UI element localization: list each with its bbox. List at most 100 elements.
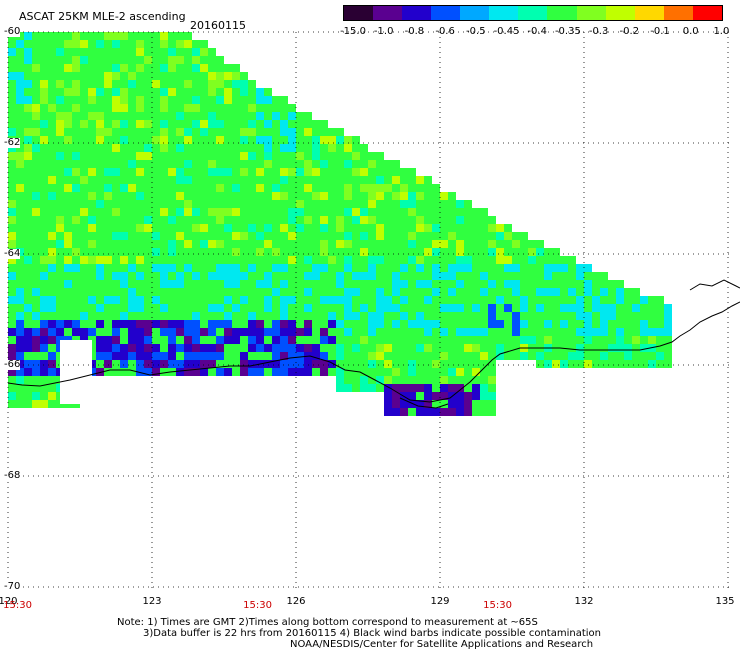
data-cell [128,216,136,224]
data-cell [416,232,424,240]
data-cell [368,272,376,280]
data-cell [184,312,192,320]
data-cell [328,232,336,240]
data-cell [160,112,168,120]
data-cell [160,128,168,136]
data-cell [240,296,248,304]
data-cell [504,288,512,296]
data-cell [232,128,240,136]
data-cell [416,320,424,328]
data-cell [120,248,128,256]
data-cell [648,296,656,304]
data-cell [48,320,56,328]
data-cell [288,296,296,304]
data-cell [536,264,544,272]
data-cell [336,136,344,144]
data-cell [568,280,576,288]
data-cell [312,192,320,200]
data-cell [128,232,136,240]
data-cell [384,384,392,392]
data-cell [304,288,312,296]
data-cell [472,208,480,216]
data-cell [216,232,224,240]
data-cell [160,248,168,256]
data-cell [432,208,440,216]
data-cell [72,232,80,240]
data-cell [384,248,392,256]
data-cell [232,200,240,208]
data-cell [104,136,112,144]
data-cell [72,328,80,336]
data-cell [8,152,16,160]
data-cell [368,360,376,368]
data-cell [224,232,232,240]
data-cell [128,336,136,344]
data-cell [216,248,224,256]
data-cell [368,280,376,288]
data-cell [136,280,144,288]
data-cell [120,280,128,288]
data-cell [232,112,240,120]
data-cell [232,104,240,112]
data-cell [280,264,288,272]
data-cell [104,272,112,280]
data-cell [496,352,504,360]
data-cell [312,176,320,184]
data-cell [536,272,544,280]
data-cell [608,312,616,320]
data-cell [304,264,312,272]
data-cell [24,400,32,408]
data-cell [208,360,216,368]
data-cell [248,168,256,176]
data-cell [424,288,432,296]
data-cell [112,248,120,256]
data-cell [400,280,408,288]
data-cell [80,56,88,64]
data-cell [168,136,176,144]
data-cell [168,248,176,256]
data-cell [120,320,128,328]
data-cell [80,304,88,312]
data-cell [480,400,488,408]
data-cell [464,248,472,256]
data-cell [248,152,256,160]
data-cell [232,368,240,376]
data-cell [64,200,72,208]
data-cell [96,40,104,48]
data-cell [480,344,488,352]
data-cell [96,200,104,208]
data-cell [640,336,648,344]
data-cell [40,280,48,288]
colorbar-swatch [373,6,403,20]
data-cell [160,352,168,360]
data-cell [232,216,240,224]
data-cell [296,328,304,336]
data-cell [568,320,576,328]
data-cell [16,192,24,200]
data-cell [72,272,80,280]
data-cell [72,112,80,120]
data-cell [624,304,632,312]
data-cell [176,144,184,152]
data-cell [248,360,256,368]
data-cell [152,360,160,368]
data-cell [200,272,208,280]
data-cell [216,312,224,320]
data-cell [272,216,280,224]
data-cell [56,56,64,64]
data-cell [296,368,304,376]
data-cell [200,360,208,368]
data-cell [224,160,232,168]
data-cell [192,256,200,264]
data-cell [88,128,96,136]
data-cell [16,368,24,376]
data-cell [216,288,224,296]
data-cell [8,200,16,208]
data-cell [400,184,408,192]
data-cell [56,104,64,112]
data-cell [320,168,328,176]
data-cell [560,304,568,312]
data-cell [472,360,480,368]
data-cell [200,304,208,312]
data-cell [40,176,48,184]
